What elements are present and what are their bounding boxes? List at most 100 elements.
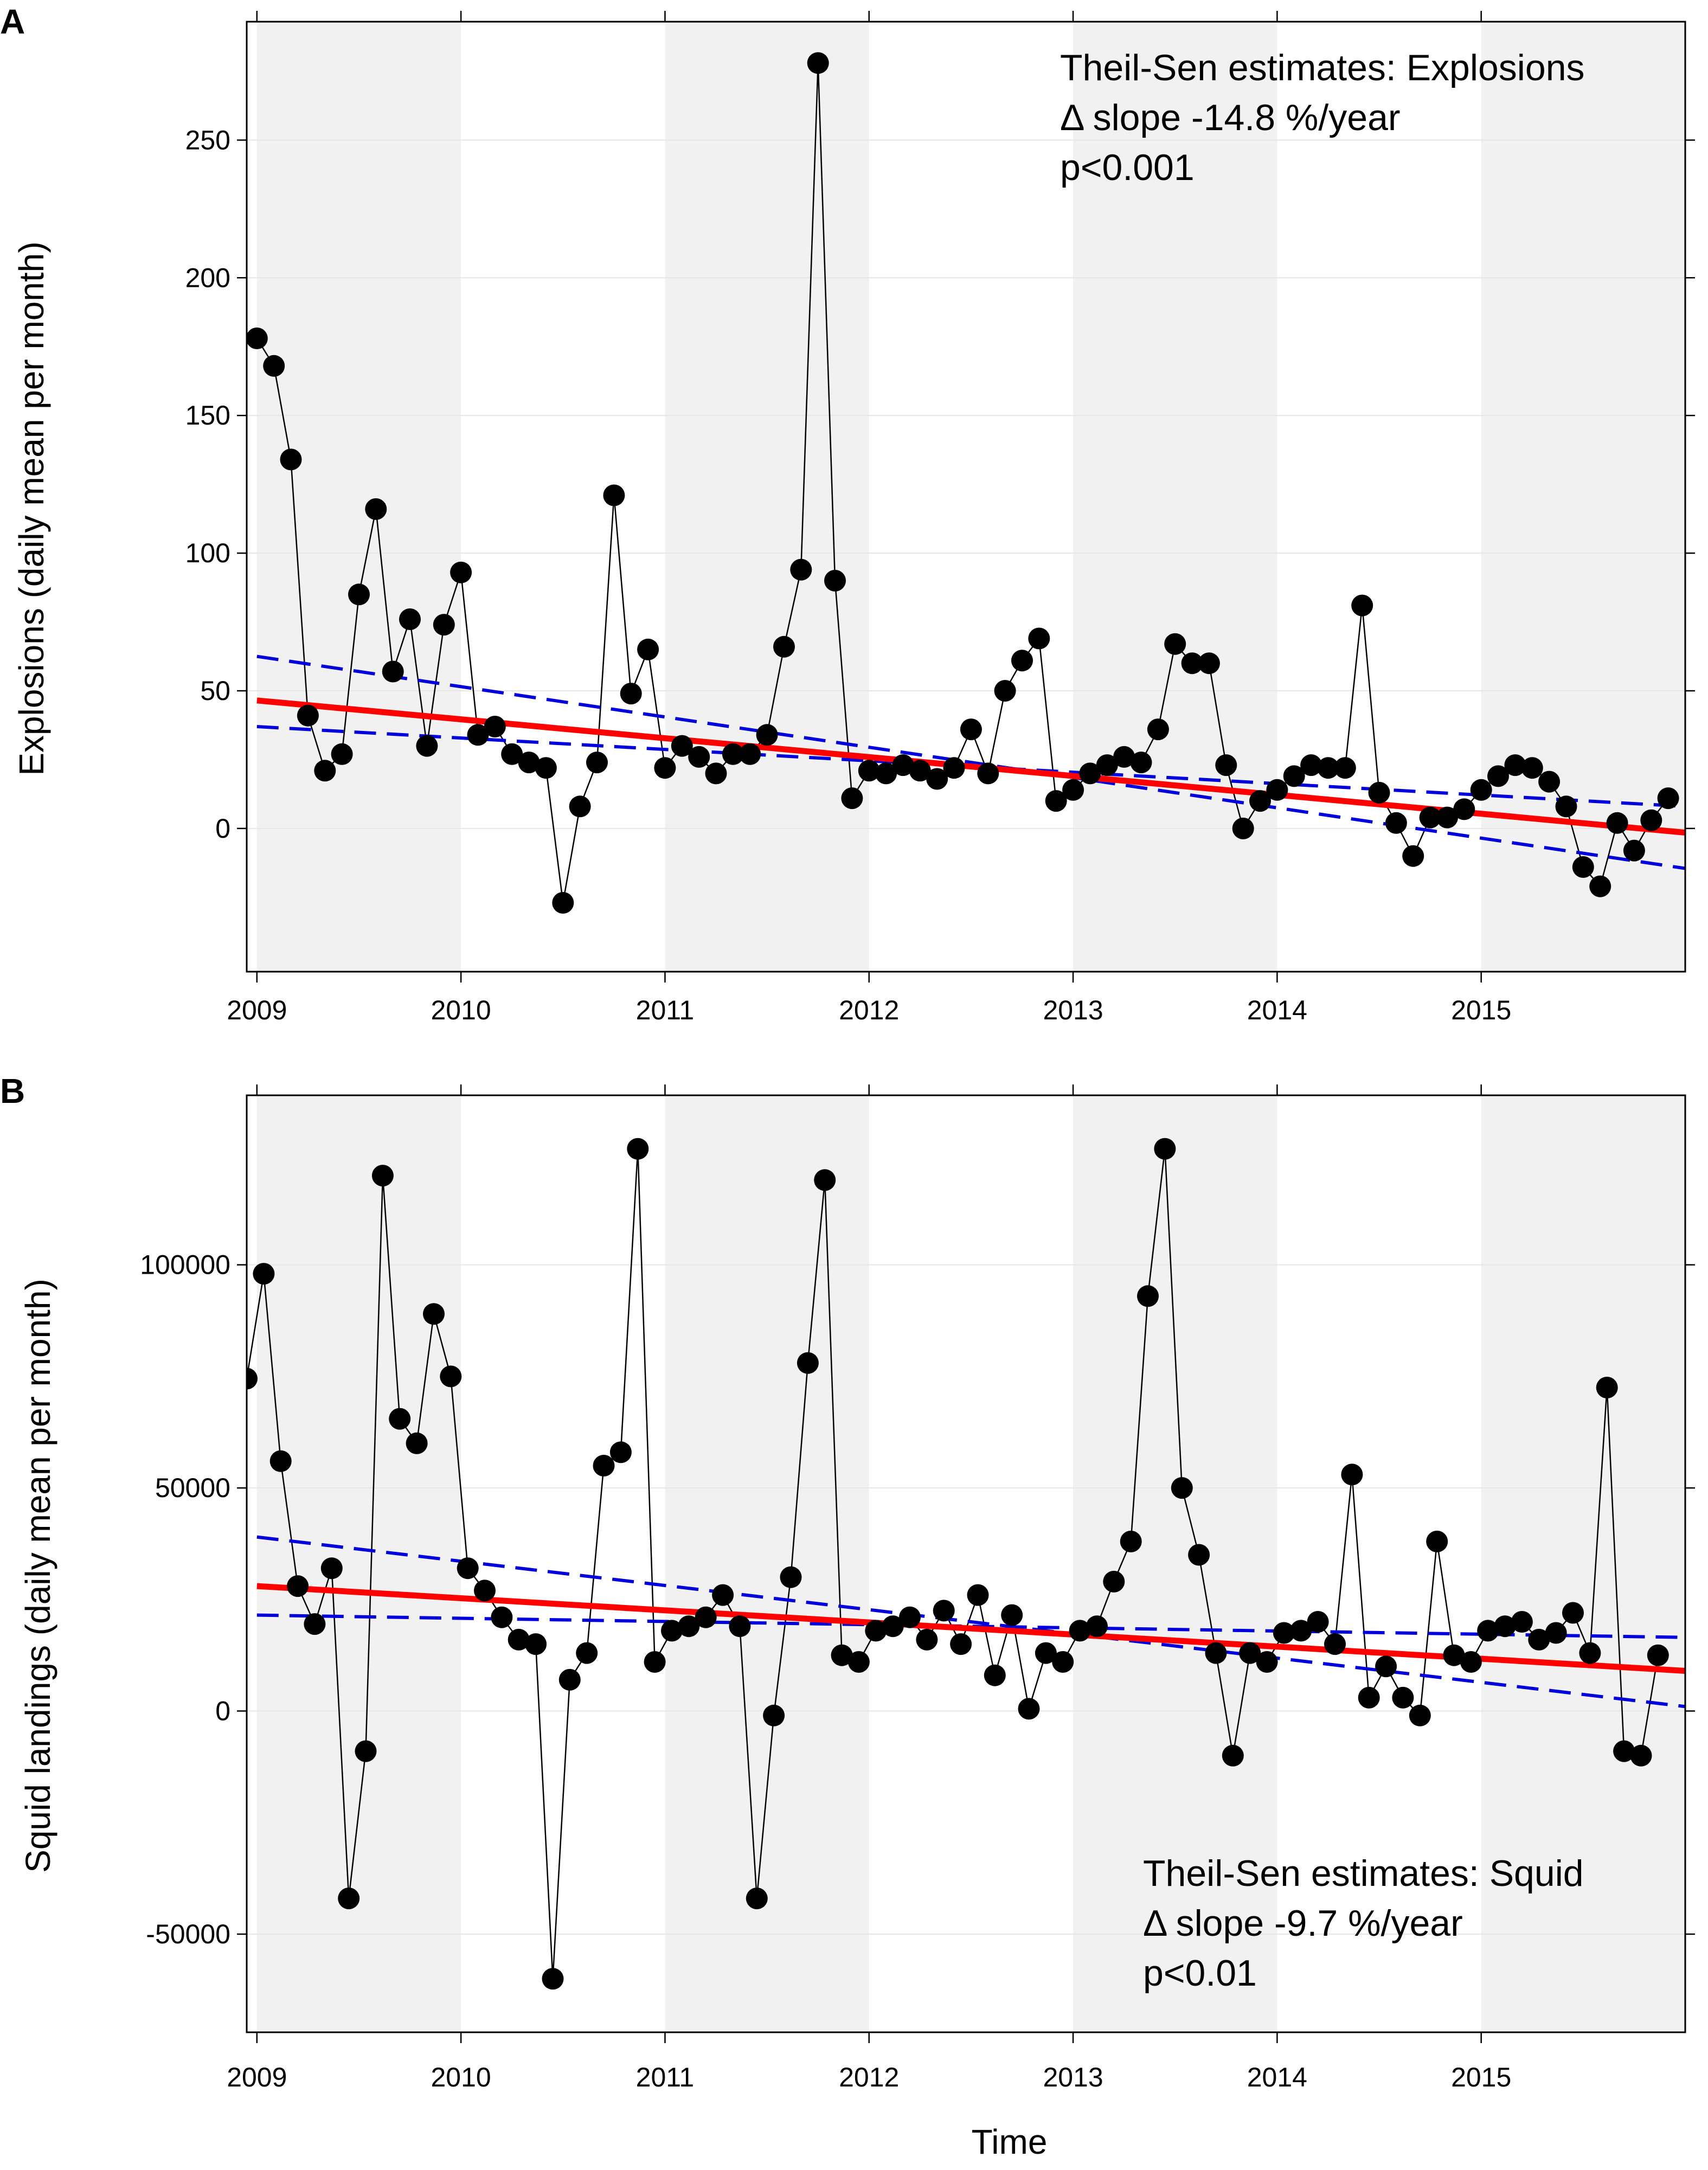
data-point <box>1266 779 1288 801</box>
data-point <box>287 1575 309 1597</box>
data-point <box>253 1263 275 1285</box>
data-point <box>712 1584 734 1606</box>
data-point <box>814 1169 836 1191</box>
data-point <box>1368 781 1390 804</box>
data-point <box>865 1620 887 1642</box>
data-point <box>558 1668 581 1691</box>
data-point <box>1606 812 1628 834</box>
data-point <box>1426 1530 1448 1552</box>
x-tick-label: 2010 <box>431 2062 491 2092</box>
data-point <box>916 1628 938 1651</box>
data-point <box>1460 1651 1482 1673</box>
plot-area <box>247 52 1685 914</box>
data-point <box>1181 652 1203 675</box>
data-point <box>1147 718 1169 741</box>
y-tick-label: 100 <box>185 538 230 568</box>
data-point <box>705 762 727 785</box>
y-axis-label: Explosions (daily mean per month) <box>12 241 51 775</box>
plot-frame <box>246 1094 1686 2033</box>
data-point <box>297 704 319 727</box>
data-point <box>1528 1628 1550 1651</box>
data-point <box>858 760 880 782</box>
data-point <box>756 724 778 746</box>
y-tick-label: 50000 <box>155 1473 230 1503</box>
data-point <box>1623 839 1645 862</box>
data-point <box>1045 790 1067 812</box>
data-point <box>304 1613 326 1635</box>
data-point <box>1283 765 1305 787</box>
year-shade-band <box>665 1095 869 2032</box>
year-shade-band <box>1073 22 1277 972</box>
data-point <box>331 743 353 765</box>
data-point <box>1164 633 1186 655</box>
x-axis-label: Time <box>972 2122 1048 2161</box>
x-tick-label: 2014 <box>1247 995 1307 1025</box>
data-point <box>1062 779 1084 801</box>
data-point <box>348 583 370 606</box>
y-tick-label: 0 <box>215 1696 230 1726</box>
data-point <box>763 1704 785 1726</box>
data-point <box>1113 746 1135 768</box>
data-point <box>1239 1642 1261 1664</box>
data-point <box>1300 754 1322 776</box>
data-point <box>977 762 999 785</box>
data-point <box>1358 1686 1380 1709</box>
data-point <box>824 569 846 592</box>
data-point <box>467 724 489 746</box>
x-tick-label: 2011 <box>636 2062 695 2092</box>
panel-a-explosions: 0 50 100 150 200 250 2009 2010 2011 2012 2013 2014 2… <box>0 2 1695 1025</box>
data-point <box>1130 752 1152 774</box>
data-point <box>1555 795 1577 818</box>
data-point <box>1572 856 1594 878</box>
theil-sen-annotation: Δ slope -14.8 %/year <box>1060 97 1401 138</box>
data-point <box>644 1651 666 1673</box>
y-tick-label: 0 <box>215 813 230 844</box>
data-point <box>671 735 693 757</box>
data-point <box>1521 757 1543 779</box>
ci-upper-dashed-line <box>256 1535 1685 1709</box>
x-tick-label: 2010 <box>431 995 491 1025</box>
data-point <box>1419 806 1441 829</box>
data-point <box>406 1432 428 1454</box>
data-point <box>1511 1611 1533 1633</box>
data-point <box>1385 812 1407 834</box>
data-point <box>1589 875 1611 897</box>
data-point <box>984 1664 1006 1686</box>
data-point <box>1487 765 1509 787</box>
data-point <box>1086 1615 1108 1638</box>
data-point <box>695 1606 717 1628</box>
theil-sen-annotation: Δ slope -9.7 %/year <box>1143 1903 1463 1944</box>
data-point <box>1249 790 1271 812</box>
data-point <box>552 892 574 914</box>
data-point <box>729 1615 751 1638</box>
data-point <box>722 743 744 765</box>
data-point <box>1052 1651 1074 1673</box>
data-point <box>609 1441 632 1463</box>
data-point <box>450 561 472 583</box>
data-point <box>627 1138 649 1160</box>
data-point <box>943 757 965 779</box>
ci-upper-dashed-line <box>256 654 1685 870</box>
data-point <box>1096 754 1118 776</box>
plot-frame <box>246 21 1686 973</box>
data-point <box>875 762 897 785</box>
data-point <box>678 1615 700 1638</box>
data-point <box>576 1642 598 1664</box>
x-tick-label: 2013 <box>1043 995 1103 1025</box>
y-axis-label: Squid landings (daily mean per month) <box>18 1279 57 1873</box>
data-point <box>382 660 404 683</box>
data-point <box>847 1651 870 1673</box>
data-point <box>790 558 812 581</box>
data-point <box>746 1887 768 1910</box>
data-point <box>1011 650 1033 672</box>
data-point <box>1562 1602 1584 1624</box>
data-point <box>1232 817 1254 839</box>
y-tick-label: 100000 <box>140 1250 230 1280</box>
data-point <box>1630 1744 1652 1767</box>
data-point <box>247 328 268 349</box>
theil-sen-annotation: Theil-Sen estimates: Squid <box>1143 1853 1584 1894</box>
data-point <box>1351 594 1373 617</box>
data-point <box>365 498 387 520</box>
data-point <box>399 608 421 630</box>
